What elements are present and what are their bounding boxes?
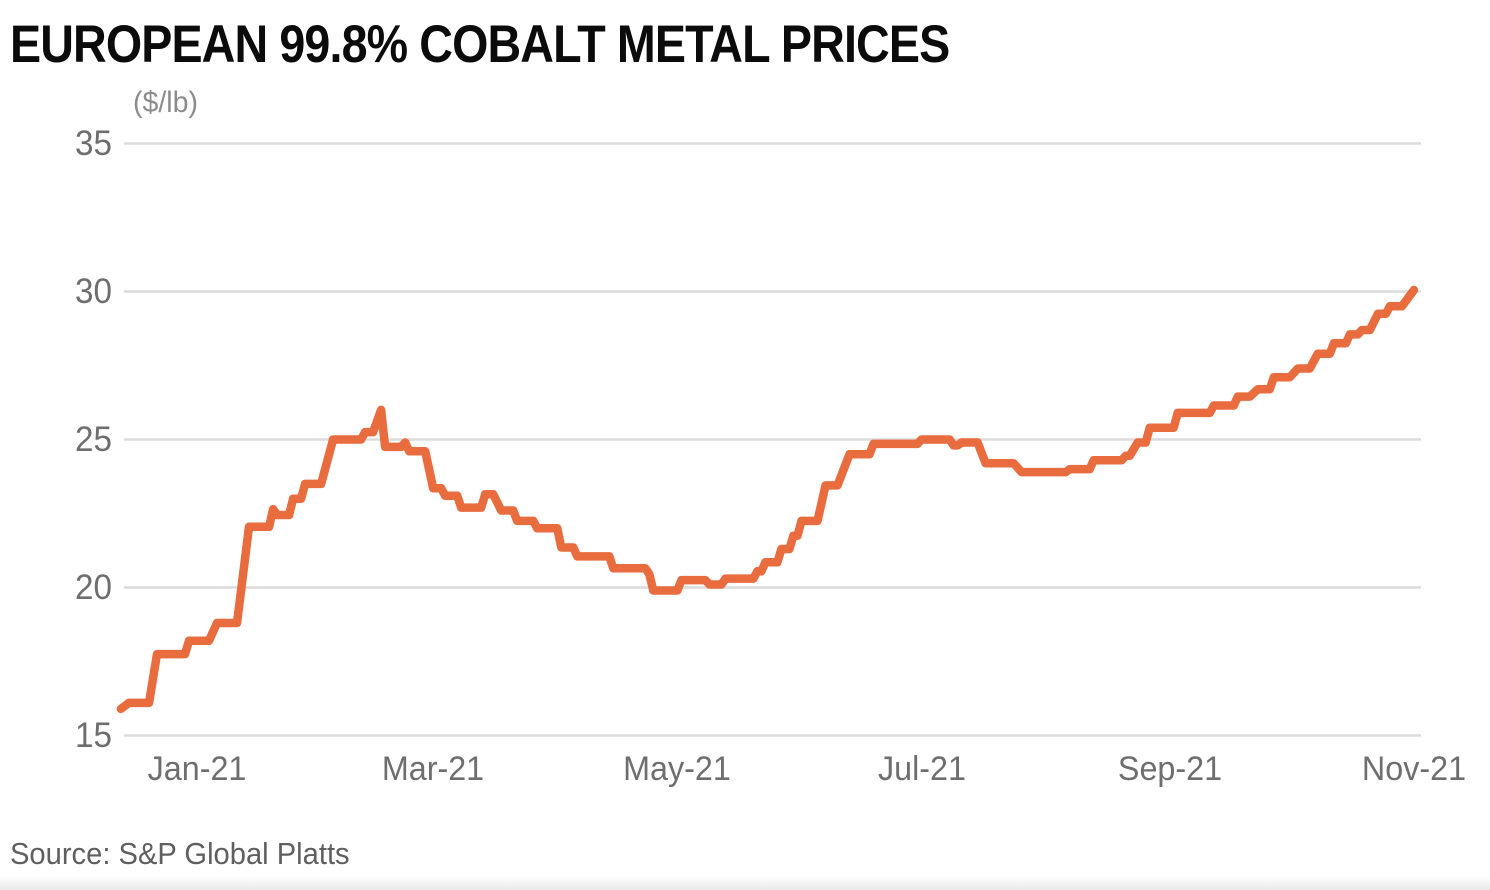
x-tick-label-Nov-21: Nov-21 <box>1361 750 1466 788</box>
price-line <box>116 285 1419 714</box>
source-attribution: Source: S&P Global Platts <box>10 836 350 871</box>
x-tick-label-Sep-21: Sep-21 <box>1117 750 1222 788</box>
bottom-edge-shade <box>0 876 1490 890</box>
y-axis-unit-label: ($/lb) <box>133 86 198 119</box>
y-tick-label-35: 35 <box>75 124 112 163</box>
x-tick-label-Jul-21: Jul-21 <box>877 750 966 788</box>
y-tick-label-25: 25 <box>75 420 112 459</box>
x-tick-label-May-21: May-21 <box>623 750 732 788</box>
chart-title: EUROPEAN 99.8% COBALT METAL PRICES <box>10 15 950 74</box>
y-tick-label-20: 20 <box>75 568 112 607</box>
y-tick-label-15: 15 <box>75 716 112 755</box>
x-tick-label-Jan-21: Jan-21 <box>147 750 247 788</box>
x-tick-label-Mar-21: Mar-21 <box>382 750 485 788</box>
y-tick-label-30: 30 <box>75 272 112 311</box>
